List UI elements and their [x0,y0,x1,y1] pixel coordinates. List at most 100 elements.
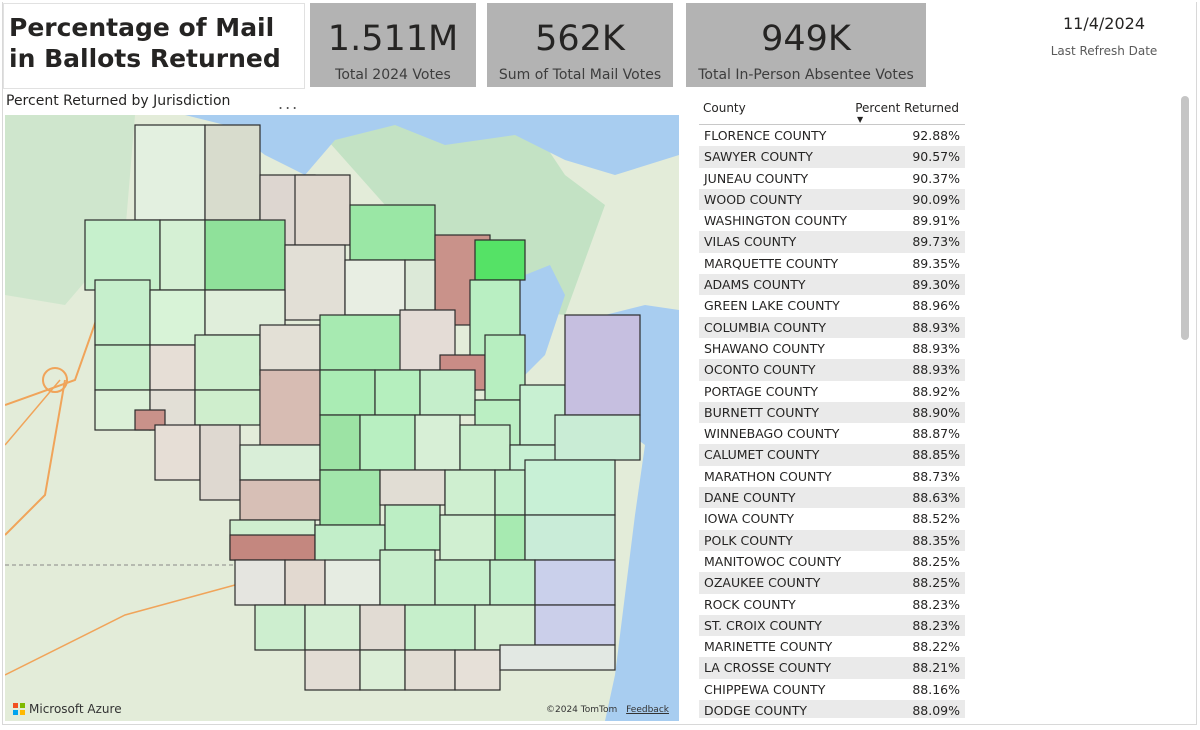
county-washington[interactable] [494,514,526,561]
county-eau-claire[interactable] [194,389,261,426]
table-row[interactable]: ROCK COUNTY 88.23% [699,594,965,615]
county-barron[interactable] [149,344,196,391]
county-oneida[interactable] [349,204,436,261]
table-row[interactable]: WASHINGTON COUNTY 89.91% [699,210,965,231]
column-header-percent[interactable]: Percent Returned [855,101,959,115]
county-douglas[interactable] [84,219,161,291]
county-waupaca[interactable] [419,369,476,416]
table-row[interactable]: WINNEBAGO COUNTY 88.87% [699,423,965,444]
county-juneau[interactable] [319,414,361,471]
county-racine[interactable] [534,604,616,646]
county-langlade[interactable] [404,259,436,311]
county-price[interactable] [284,244,346,321]
county-map[interactable]: Microsoft Azure ©2024 TomTom Feedback [5,115,679,721]
table-row[interactable]: WOOD COUNTY 90.09% [699,188,965,211]
county-burnett[interactable] [94,279,151,346]
county-chippewa[interactable] [194,334,261,391]
table-row[interactable]: ST. CROIX COUNTY 88.23% [699,614,965,637]
county-marquette[interactable] [319,469,381,526]
county-green-lake[interactable] [379,469,446,506]
table-row[interactable]: SAWYER COUNTY 90.57% [699,146,965,168]
county-bayfield[interactable] [134,124,206,221]
table-row[interactable]: OZAUKEE COUNTY 88.25% [699,572,965,594]
county-iowa[interactable] [254,604,306,651]
county-polk[interactable] [94,344,151,391]
county-green-south[interactable] [359,649,406,691]
county-portage[interactable] [374,369,421,416]
table-row[interactable]: MARINETTE COUNTY 88.22% [699,636,965,657]
county-door[interactable] [564,314,641,416]
map-canvas[interactable] [5,115,679,721]
table-row[interactable]: VILAS COUNTY 89.73% [699,231,965,253]
county-marathon[interactable] [319,314,406,371]
county-washburn[interactable] [159,219,206,291]
table-scrollbar[interactable] [1181,96,1189,340]
county-vilas[interactable] [294,174,351,246]
table-row[interactable]: ADAMS COUNTY 89.30% [699,274,965,296]
county-walworth-south[interactable] [454,649,501,691]
county-fond-du-lac[interactable] [384,504,441,551]
county-kenosha[interactable] [499,644,616,671]
county-lafayette-south[interactable] [304,649,361,691]
county-waukesha[interactable] [489,559,536,606]
table-row[interactable]: IOWA COUNTY 88.52% [699,508,965,529]
county-rock-south[interactable] [404,649,456,691]
county-green[interactable] [359,604,406,651]
feedback-link[interactable]: Feedback [626,705,669,715]
table-row[interactable]: POLK COUNTY 88.35% [699,529,965,551]
county-manitowoc-east[interactable] [554,414,641,461]
county-clark[interactable] [259,324,321,376]
county-ozaukee[interactable] [524,514,616,561]
county-trempealeau[interactable] [199,424,241,501]
table-row[interactable]: JUNEAU COUNTY 90.37% [699,168,965,189]
sort-desc-icon[interactable]: ▼ [857,115,864,124]
table-row[interactable]: MARATHON COUNTY 88.73% [699,466,965,487]
county-ashland[interactable] [204,124,261,221]
table-row[interactable]: CALUMET COUNTY 88.85% [699,444,965,466]
table-row[interactable]: CHIPPEWA COUNTY 88.16% [699,679,965,700]
county-milwaukee[interactable] [534,559,616,606]
county-florence[interactable] [474,239,526,281]
county-jefferson[interactable] [434,559,491,606]
county-winnebago[interactable] [444,469,496,516]
county-calumet[interactable] [494,469,526,516]
county-richland[interactable] [284,559,326,606]
table-row[interactable]: PORTAGE COUNTY 88.92% [699,381,965,402]
county-dane[interactable] [379,549,436,606]
table-row[interactable]: DODGE COUNTY 88.09% [699,700,965,718]
county-la-crosse[interactable] [239,479,321,521]
county-oconto[interactable] [484,334,526,401]
county-rusk[interactable] [149,289,206,346]
column-header-county[interactable]: County [703,101,746,115]
table-row[interactable]: MANITOWOC COUNTY 88.25% [699,551,965,572]
county-waushara[interactable] [414,414,461,471]
county-buffalo[interactable] [154,424,201,481]
county-monroe-north[interactable] [239,444,321,481]
county-walworth[interactable] [474,604,536,651]
table-row[interactable]: GREEN LAKE COUNTY 88.96% [699,295,965,316]
table-row[interactable]: OCONTO COUNTY 88.93% [699,359,965,381]
table-row[interactable]: BURNETT COUNTY 88.90% [699,401,965,424]
county-outagamie[interactable] [459,424,511,471]
table-row[interactable]: FLORENCE COUNTY 92.88% [699,125,965,146]
county-wood[interactable] [319,369,376,416]
county-sawyer[interactable] [204,219,286,291]
county-jackson[interactable] [259,369,321,446]
table-row[interactable]: MARQUETTE COUNTY 89.35% [699,253,965,274]
kpi-card-total-votes[interactable]: 1.511M Total 2024 Votes [310,3,476,87]
county-lafayette[interactable] [304,604,361,651]
county-lincoln[interactable] [344,259,406,316]
county-grant[interactable] [234,559,286,606]
table-row[interactable]: DANE COUNTY 88.63% [699,487,965,509]
kpi-card-in-person-votes[interactable]: 949K Total In-Person Absentee Votes [686,3,926,87]
county-sheboygan[interactable] [524,459,616,516]
table-row[interactable]: SHAWANO COUNTY 88.93% [699,338,965,359]
county-crawford[interactable] [229,534,316,561]
county-rock[interactable] [404,604,476,651]
county-sauk[interactable] [324,559,381,606]
county-adams[interactable] [359,414,416,471]
more-options-icon[interactable]: ... [278,94,300,113]
table-row[interactable]: LA CROSSE COUNTY 88.21% [699,657,965,679]
county-table[interactable]: County Percent Returned ▼ FLORENCE COUNT… [699,96,965,718]
counties-layer[interactable] [84,124,641,691]
